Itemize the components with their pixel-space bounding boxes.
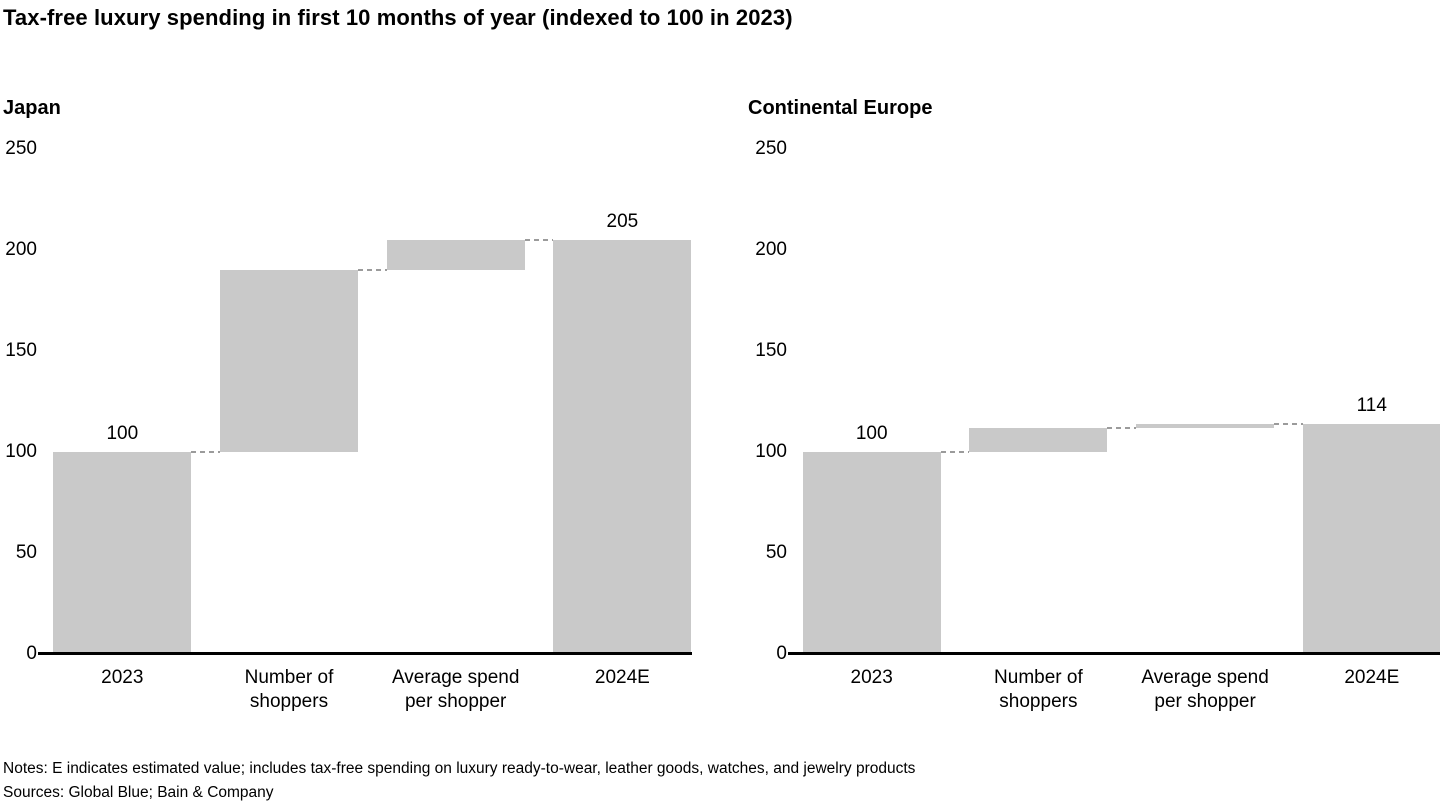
y-axis-tick-label: 150	[755, 340, 787, 361]
waterfall-bar	[1136, 423, 1275, 428]
waterfall-bar	[969, 427, 1108, 452]
y-axis-tick-label: 200	[755, 239, 787, 260]
waterfall-bar	[220, 270, 358, 452]
waterfall-connector-dashes	[191, 451, 220, 453]
waterfall-bar	[802, 452, 941, 654]
x-axis-category-label: 2023	[101, 667, 144, 688]
x-axis-category-label: 2024E	[1344, 667, 1400, 688]
x-axis-category-label: Average spend per shopper	[1141, 667, 1269, 712]
x-axis-category-label: Number of shoppers	[244, 667, 334, 712]
waterfall-bar	[1302, 423, 1440, 654]
waterfall-connector-dashes	[524, 238, 554, 241]
x-axis-category-label: 2023	[850, 667, 893, 688]
y-axis-tick-label: 100	[755, 441, 787, 462]
bar-value-label: 100	[106, 423, 139, 444]
waterfall-connector-dashes	[1274, 422, 1303, 425]
y-axis-tick-label: 0	[776, 643, 787, 664]
x-axis-category-label: Number of shoppers	[994, 667, 1083, 712]
y-axis-tick-label: 150	[5, 340, 37, 361]
y-axis-tick-label: 200	[5, 239, 37, 260]
y-axis-tick-label: 50	[15, 542, 37, 563]
y-axis-tick-label: 50	[765, 542, 787, 563]
notes-text: Notes: E indicates estimated value; incl…	[3, 760, 916, 777]
waterfall-bar	[553, 239, 692, 654]
y-axis-tick-label: 0	[26, 643, 37, 664]
waterfall-connector-dashes	[1107, 426, 1137, 429]
sources-text: Sources: Global Blue; Bain & Company	[3, 784, 274, 801]
x-axis-line	[788, 652, 1440, 655]
chart-title: Japan	[3, 97, 61, 119]
bar-value-label: 205	[606, 210, 639, 232]
y-axis-tick-label: 250	[755, 138, 787, 159]
chart-main-title: Tax-free luxury spending in first 10 mon…	[3, 5, 793, 30]
waterfall-bar	[386, 239, 525, 271]
y-axis-tick-label: 250	[5, 138, 37, 159]
chart-title: Continental Europe	[748, 97, 933, 119]
x-axis-category-label: 2024E	[594, 667, 650, 688]
bar-value-label: 100	[855, 423, 888, 444]
y-axis-tick-label: 100	[5, 441, 37, 462]
bar-value-label: 114	[1356, 394, 1387, 416]
x-axis-category-label: Average spend per shopper	[391, 667, 520, 712]
waterfall-connector-dashes	[358, 269, 387, 272]
x-axis-line	[38, 652, 692, 655]
waterfall-connector-dashes	[940, 451, 970, 453]
waterfall-bar	[53, 452, 192, 654]
